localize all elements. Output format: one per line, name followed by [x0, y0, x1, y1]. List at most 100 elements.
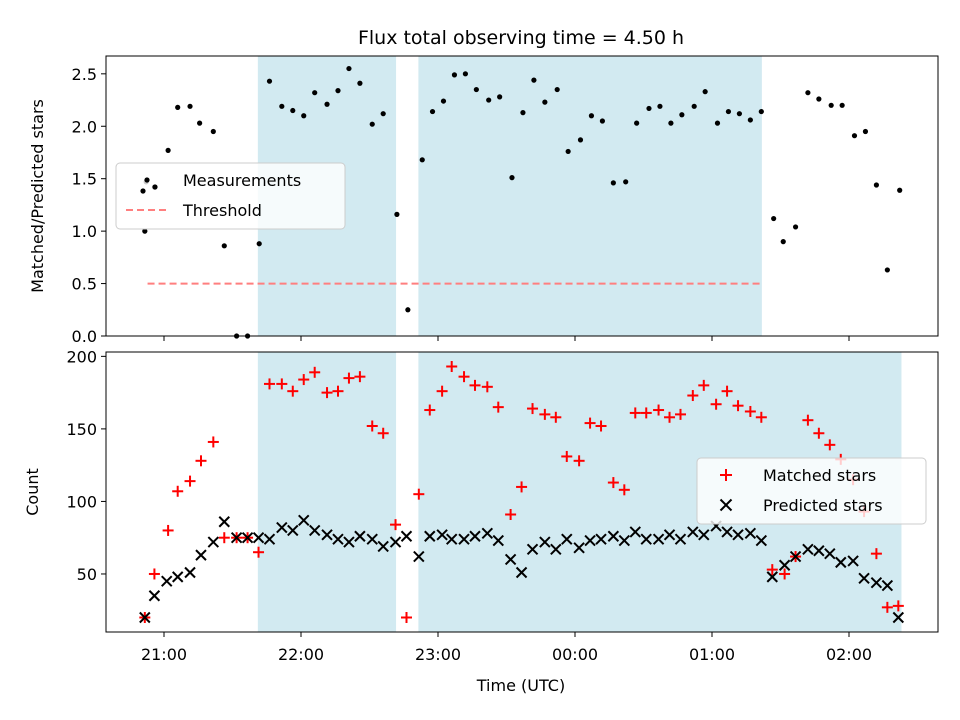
- measurement-point: [851, 133, 858, 139]
- predicted-star-point: [343, 536, 355, 548]
- bottom-shaded-intervals: [257, 352, 902, 632]
- matched-star-point: [721, 385, 733, 397]
- predicted-star-point: [766, 571, 778, 583]
- matched-star-point: [309, 366, 321, 378]
- measurement-point: [634, 120, 640, 126]
- measurement-point: [279, 103, 285, 109]
- matched-star-point: [354, 371, 366, 383]
- predicted-star-point: [377, 540, 389, 553]
- measurement-point: [862, 128, 869, 135]
- matched-star-point: [629, 407, 641, 419]
- measurement-point: [520, 110, 526, 116]
- predicted-star-point: [436, 529, 448, 541]
- matched-star-point: [766, 564, 778, 576]
- x-tick-label: 22:00: [278, 645, 324, 664]
- predicted-star-point: [139, 611, 151, 624]
- matched-star-point: [881, 601, 893, 613]
- predicted-star-point: [732, 529, 744, 541]
- predicted-star-point: [847, 555, 859, 567]
- matched-star-point: [674, 408, 686, 420]
- measurement-point: [266, 78, 273, 84]
- top-y-ticks: 0.0 0.5 1.0 1.5 2.0 2.5: [72, 65, 106, 346]
- legend-matched-label: Matched stars: [763, 466, 876, 485]
- predicted-star-point: [835, 556, 847, 569]
- y-tick-label: 100: [66, 492, 97, 511]
- matched-star-point: [573, 455, 585, 467]
- matched-star-point: [802, 414, 814, 426]
- matched-star-point: [390, 519, 402, 531]
- predicted-star-point: [492, 534, 504, 547]
- y-tick-label: 2.5: [72, 65, 97, 84]
- matched-star-point: [377, 427, 389, 439]
- matched-star-point: [607, 477, 619, 489]
- legend-measurements-marker: [144, 177, 150, 183]
- matched-star-point: [744, 405, 756, 417]
- measurement-point: [473, 86, 479, 93]
- predicted-star-point: [824, 547, 836, 560]
- measurement-point: [142, 228, 148, 234]
- measurement-point: [462, 71, 468, 77]
- bottom-legend-box: [696, 457, 927, 525]
- y-tick-label: 1.5: [72, 170, 97, 189]
- predicted-star-point: [573, 542, 585, 554]
- matched-star-point: [469, 379, 481, 391]
- predicted-star-point: [539, 536, 551, 548]
- measurement-point: [577, 137, 584, 143]
- predicted-star-point: [276, 521, 288, 534]
- x-tick-label: 02:00: [826, 645, 872, 664]
- top-y-axis-label: Matched/Predicted stars: [28, 99, 47, 293]
- measurement-point: [451, 72, 458, 78]
- measurement-point: [839, 102, 845, 108]
- predicted-star-point: [366, 533, 378, 545]
- measurement-point: [780, 239, 786, 245]
- bottom-legend: Matched stars Predicted stars: [696, 457, 927, 525]
- predicted-star-point: [263, 533, 276, 545]
- predicted-star-point: [458, 533, 470, 545]
- predicted-star-point: [870, 576, 883, 589]
- matched-star-point: [458, 371, 470, 383]
- predicted-star-point: [584, 534, 596, 547]
- predicted-star-point: [721, 526, 733, 538]
- matched-star-point: [640, 407, 652, 419]
- x-tick-label: 23:00: [415, 645, 461, 664]
- top-x-ticks: [163, 336, 850, 341]
- y-tick-label: 0.0: [72, 327, 97, 346]
- predicted-star-point: [252, 531, 265, 544]
- matched-star-point: [343, 372, 355, 384]
- y-tick-label: 200: [66, 347, 97, 366]
- matched-star-point: [755, 411, 767, 423]
- matched-star-point: [732, 400, 744, 412]
- measurement-point: [816, 96, 822, 102]
- predicted-star-point: [241, 531, 254, 544]
- measurement-point: [542, 99, 548, 105]
- predicted-star-point: [504, 553, 517, 566]
- matched-star-point: [263, 378, 275, 390]
- predicted-star-point: [148, 590, 161, 602]
- measurement-point: [486, 97, 492, 103]
- measurement-point: [335, 88, 341, 94]
- predicted-star-point: [595, 533, 607, 545]
- y-tick-label: 0.5: [72, 275, 97, 294]
- matched-star-point: [413, 488, 425, 500]
- measurement-point: [509, 175, 515, 181]
- measurement-point: [702, 89, 708, 95]
- predicted-star-point: [858, 572, 870, 585]
- measurement-point: [646, 105, 652, 112]
- measurement-point: [419, 157, 425, 163]
- measurement-point: [884, 267, 890, 273]
- measurement-point: [805, 90, 811, 96]
- matched-star-point: [595, 420, 607, 432]
- y-tick-label: 1.0: [72, 222, 97, 241]
- measurement-point: [736, 111, 743, 117]
- predicted-star-point: [674, 533, 687, 545]
- predicted-star-point: [400, 530, 413, 542]
- matched-star-point: [550, 411, 562, 423]
- predicted-star-point: [789, 550, 802, 563]
- predicted-star-point: [652, 533, 665, 545]
- measurement-point: [197, 120, 203, 126]
- measurement-point: [873, 182, 880, 188]
- predicted-star-point: [207, 536, 220, 548]
- measurement-point: [623, 179, 629, 185]
- bottom-x-ticks: 21:00 22:00 23:00 00:00 01:00 02:00: [141, 632, 872, 664]
- matched-star-point: [162, 524, 174, 536]
